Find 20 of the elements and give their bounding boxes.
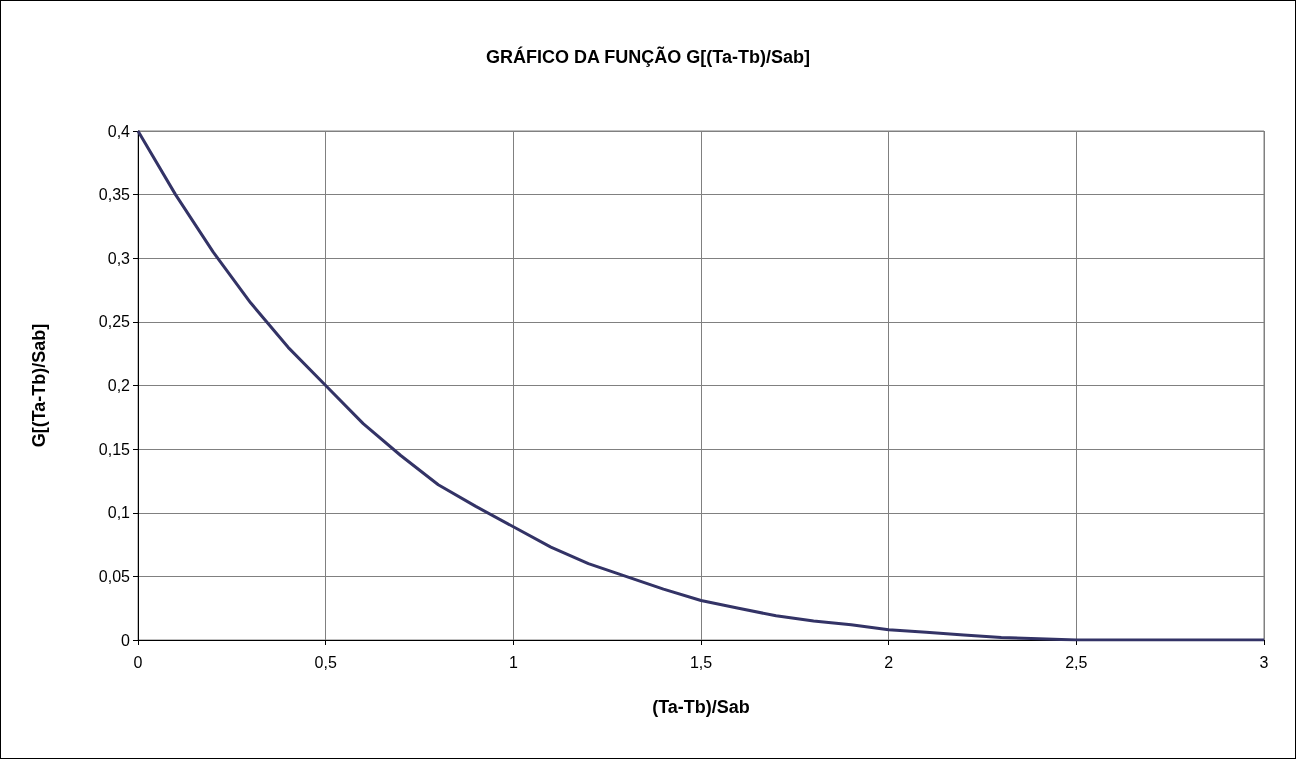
y-tick-label: 0,05 xyxy=(98,567,131,585)
x-tick-label: 2,5 xyxy=(1065,653,1088,671)
y-tick-label: 0,1 xyxy=(107,504,131,522)
x-tick-label: 0,5 xyxy=(314,653,337,671)
y-tick-label: 0,3 xyxy=(107,249,131,267)
y-tick-label: 0,35 xyxy=(98,186,131,204)
y-axis-title: G[(Ta-Tb)/Sab] xyxy=(29,323,49,448)
x-tick-label: 1 xyxy=(508,653,518,671)
x-tick-label: 1,5 xyxy=(689,653,713,671)
y-tick-label: 0,2 xyxy=(107,377,131,394)
y-tick-label: 0 xyxy=(121,631,131,649)
y-tick-label: 0,4 xyxy=(107,122,131,140)
x-tick-label: 0 xyxy=(133,653,143,671)
y-tick-label: 0,25 xyxy=(98,313,131,331)
y-tick-label: 0,15 xyxy=(98,440,131,458)
line-series xyxy=(136,129,1266,642)
chart-title: GRÁFICO DA FUNÇÃO G[(Ta-Tb)/Sab] xyxy=(486,46,810,67)
x-tick-label: 3 xyxy=(1259,653,1269,671)
x-axis-title: (Ta-Tb)/Sab xyxy=(652,697,750,717)
x-tick-label: 2 xyxy=(884,653,894,671)
